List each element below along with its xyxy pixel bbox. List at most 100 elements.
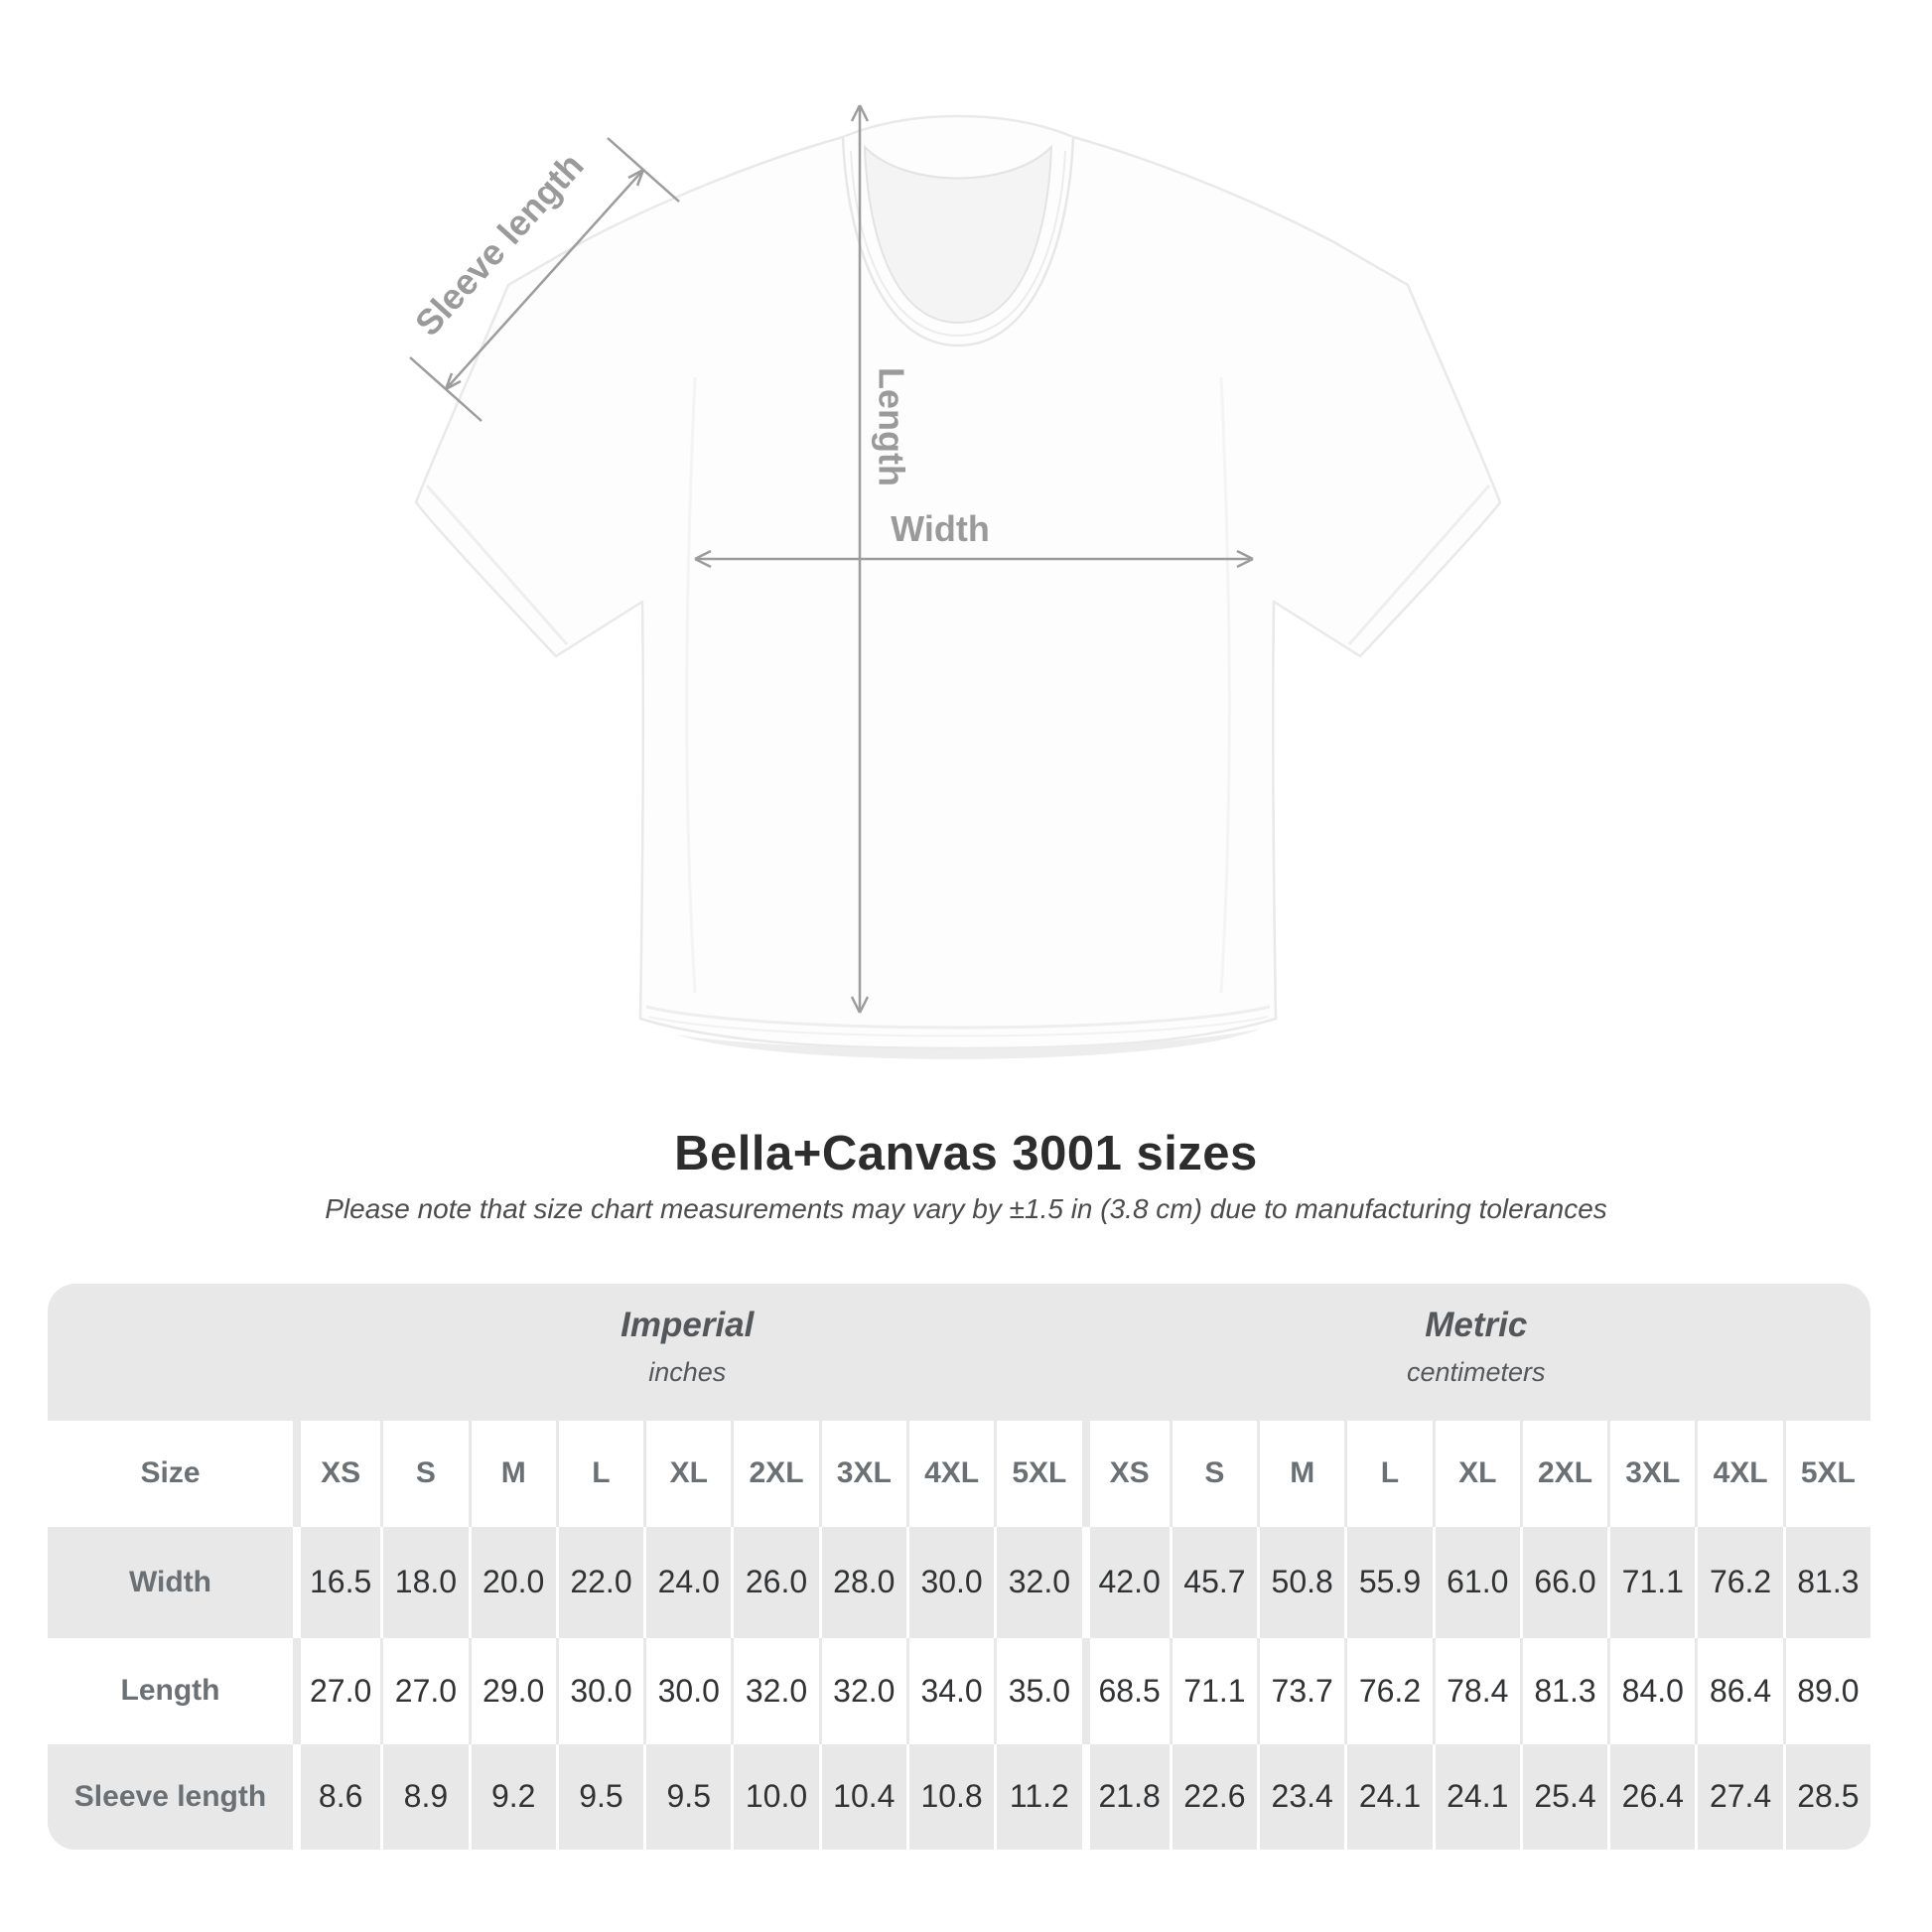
- table-cell: 35.0: [994, 1637, 1081, 1744]
- table-cell: 26.0: [731, 1526, 818, 1638]
- table-cell: 84.0: [1607, 1637, 1695, 1744]
- table-cell: 28.5: [1782, 1743, 1870, 1850]
- table-cell: 9.5: [643, 1743, 731, 1850]
- table-cell: 25.4: [1519, 1743, 1607, 1850]
- size-header-row: Size XS S M L XL 2XL 3XL 4XL 5XL XS S M L XL 2XL 3XL 4XL 5…: [48, 1420, 1870, 1527]
- page-subtitle: Please note that size chart measurements…: [325, 1193, 1607, 1225]
- body-crease-right: [1219, 376, 1231, 994]
- sleeve-length-arrow: [409, 137, 680, 422]
- table-cell: 24.1: [1432, 1743, 1520, 1850]
- measurement-annotations: [409, 104, 1254, 1014]
- table-cell: 81.3: [1782, 1526, 1870, 1638]
- table-cell: 34.0: [905, 1637, 994, 1744]
- size-col-header: 2XL: [1519, 1420, 1607, 1527]
- unit-group-metric: Metric centimeters: [1082, 1284, 1871, 1421]
- table-row: Sleeve length 8.6 8.9 9.2 9.5 9.5 10.0 10.4 10.8…: [48, 1743, 1870, 1850]
- table-cell: 9.2: [468, 1743, 556, 1850]
- table-cell: 27.4: [1695, 1743, 1782, 1850]
- size-col-header: 3XL: [1607, 1420, 1695, 1527]
- size-col-header: M: [1257, 1420, 1344, 1527]
- table-cell: 27.0: [293, 1637, 380, 1744]
- table-cell: 28.0: [818, 1526, 906, 1638]
- table-cell: 71.1: [1169, 1637, 1257, 1744]
- table-cell: 73.7: [1257, 1637, 1344, 1744]
- size-col-header: 2XL: [731, 1420, 818, 1527]
- table-cell: 24.0: [643, 1526, 731, 1638]
- tshirt-illustration: [414, 114, 1502, 1059]
- width-label: Width: [891, 508, 990, 549]
- size-col-header: L: [555, 1420, 643, 1527]
- length-label: Length: [871, 367, 911, 486]
- table-cell: 32.0: [818, 1637, 906, 1744]
- table-cell: 55.9: [1344, 1526, 1432, 1638]
- table-cell: 66.0: [1519, 1526, 1607, 1638]
- table-cell: 16.5: [293, 1526, 380, 1638]
- table-row: Width 16.5 18.0 20.0 22.0 24.0 26.0 28.0 30.0 32.…: [48, 1526, 1870, 1638]
- size-col-header: XS: [1081, 1420, 1170, 1527]
- table-cell: 8.6: [293, 1743, 380, 1850]
- table-cell: 21.8: [1081, 1743, 1170, 1850]
- size-col-header: 5XL: [994, 1420, 1081, 1527]
- size-col-header: XL: [1432, 1420, 1520, 1527]
- table-cell: 32.0: [731, 1637, 818, 1744]
- table-cell: 32.0: [994, 1526, 1081, 1638]
- metric-title: Metric: [1425, 1305, 1528, 1344]
- width-arrow: [694, 549, 1254, 569]
- hem-seam: [645, 1005, 1271, 1030]
- table-cell: 29.0: [468, 1637, 556, 1744]
- size-col-header: XS: [293, 1420, 380, 1527]
- table-cell: 20.0: [468, 1526, 556, 1638]
- table-cell: 10.0: [731, 1743, 818, 1850]
- tshirt-diagram-svg: Sleeve length Length Width: [407, 104, 1502, 1059]
- back-collar-seam: [864, 146, 1052, 180]
- table-cell: 10.4: [818, 1743, 906, 1850]
- table-cell: 76.2: [1695, 1526, 1782, 1638]
- table-cell: 76.2: [1344, 1637, 1432, 1744]
- table-cell: 30.0: [643, 1637, 731, 1744]
- size-col-header: L: [1344, 1420, 1432, 1527]
- imperial-title: Imperial: [621, 1305, 755, 1344]
- size-col-header: 3XL: [818, 1420, 906, 1527]
- left-sleeve-seam: [425, 484, 569, 645]
- row-label: Length: [120, 1674, 220, 1708]
- page-title: Bella+Canvas 3001 sizes: [674, 1127, 1258, 1180]
- size-col-header: S: [380, 1420, 468, 1527]
- table-cell: 9.5: [555, 1743, 643, 1850]
- size-col-header: XL: [643, 1420, 731, 1527]
- unit-header-band: Imperial inches Metric centimeters: [48, 1284, 1870, 1421]
- table-cell: 68.5: [1081, 1637, 1170, 1744]
- size-table: Size XS S M L XL 2XL 3XL 4XL 5XL XS S M L XL 2XL 3XL 4XL 5…: [48, 1420, 1870, 1850]
- table-cell: 22.0: [555, 1526, 643, 1638]
- table-cell: 10.8: [905, 1743, 994, 1850]
- table-cell: 30.0: [905, 1526, 994, 1638]
- size-col-header: M: [468, 1420, 556, 1527]
- table-row: Length 27.0 27.0 29.0 30.0 30.0 32.0 32.0 34.0 35…: [48, 1637, 1870, 1744]
- right-sleeve-seam: [1347, 484, 1491, 645]
- table-cell: 50.8: [1257, 1526, 1344, 1638]
- table-cell: 11.2: [994, 1743, 1081, 1850]
- table-cell: 81.3: [1519, 1637, 1607, 1744]
- table-cell: 61.0: [1432, 1526, 1520, 1638]
- table-cell: 71.1: [1607, 1526, 1695, 1638]
- imperial-subtitle: inches: [648, 1356, 727, 1387]
- size-col-header: S: [1169, 1420, 1257, 1527]
- size-col-header: 5XL: [1782, 1420, 1870, 1527]
- table-cell: 18.0: [380, 1526, 468, 1638]
- title-block: Bella+Canvas 3001 sizes Please note that…: [0, 1126, 1932, 1228]
- table-cell: 30.0: [555, 1637, 643, 1744]
- body-crease-left: [685, 376, 697, 994]
- row-label: Width: [128, 1565, 212, 1598]
- size-header-label: Size: [140, 1456, 201, 1490]
- table-cell: 89.0: [1782, 1637, 1870, 1744]
- table-cell: 22.6: [1169, 1743, 1257, 1850]
- size-chart-card: Imperial inches Metric centimeters Size X…: [48, 1283, 1870, 1850]
- table-cell: 24.1: [1344, 1743, 1432, 1850]
- table-cell: 78.4: [1432, 1637, 1520, 1744]
- tshirt-measurement-diagram: Sleeve length Length Width: [407, 104, 1502, 1059]
- table-cell: 26.4: [1607, 1743, 1695, 1850]
- collar-seam: [850, 150, 1066, 338]
- metric-subtitle: centimeters: [1406, 1356, 1546, 1387]
- table-cell: 23.4: [1257, 1743, 1344, 1850]
- hem-seam-2: [647, 1016, 1269, 1037]
